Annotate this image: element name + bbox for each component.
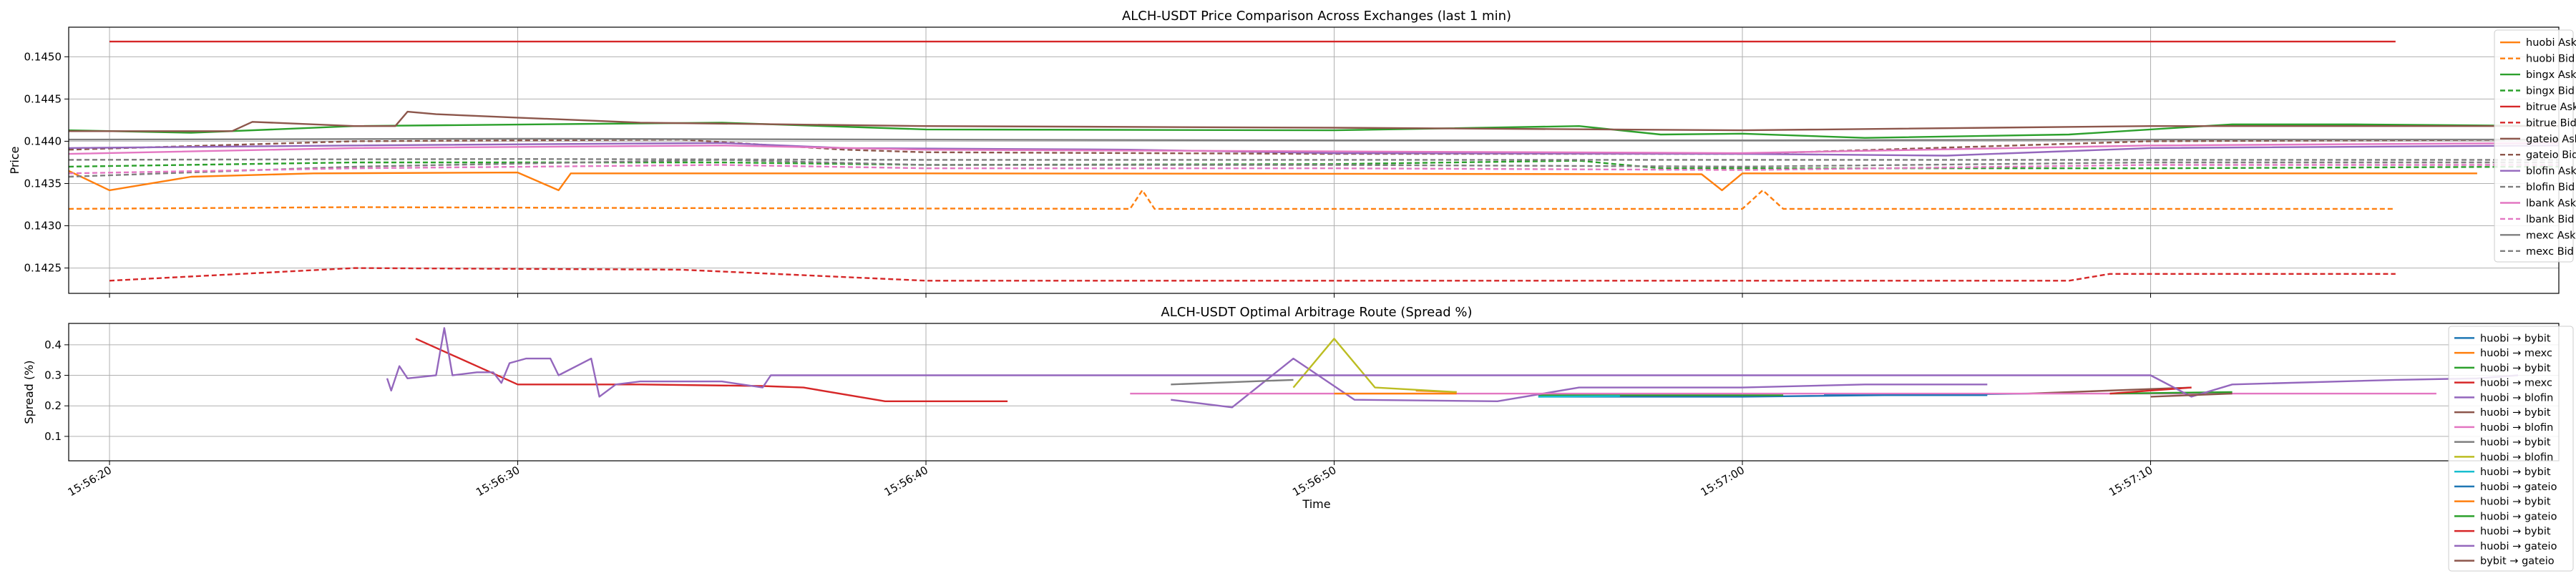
spread-series-line-7 <box>1171 379 1294 386</box>
spread-legend: huobi → bybit huobi → mexc huobi → bybit hu… <box>2448 326 2574 572</box>
spread-legend-label: huobi → gateio <box>2480 541 2557 552</box>
price-series-line-12 <box>68 137 2559 142</box>
spread-series-line-3 <box>415 338 1008 402</box>
spread-legend-label: huobi → blofin <box>2480 422 2553 434</box>
spread-series-line-12 <box>2109 391 2233 395</box>
price-legend-label: bitrue Bid <box>2526 117 2576 129</box>
spread-series-line-9 <box>1538 395 1620 398</box>
spread-series-line-13 <box>2109 386 2192 395</box>
spread-legend-label: huobi → mexc <box>2480 378 2552 389</box>
price-comparison-panel: ALCH-USDT Price Comparison Across Exchan… <box>8 9 2576 298</box>
price-series-line-6 <box>69 110 2559 132</box>
price-legend-label: bingx Ask <box>2526 69 2576 81</box>
spread-series-line-15 <box>2150 392 2233 398</box>
price-legend-label: lbank Ask <box>2526 198 2576 210</box>
price-legend-label: blofin Ask <box>2526 166 2576 177</box>
price-legend-label: gateio Ask <box>2526 134 2576 145</box>
spread-legend-label: huobi → blofin <box>2480 451 2553 463</box>
spread-legend-box <box>2448 326 2574 572</box>
price-legend-label: bingx Bid <box>2526 86 2575 97</box>
price-legend: huobi Ask huobi Bid bingx Ask bingx Bid bitr… <box>2494 29 2576 263</box>
price-series-line-11 <box>68 164 2559 175</box>
spread-y-axis-label: Spread (%) <box>22 360 36 424</box>
spread-chart-title: ALCH-USDT Optimal Arbitrage Route (Sprea… <box>1161 305 1472 320</box>
price-legend-label: bitrue Ask <box>2526 102 2576 113</box>
price-y-axis-label: Price <box>8 146 21 174</box>
price-legend-label: gateio Bid <box>2526 150 2576 161</box>
price-series-line-1 <box>68 189 2396 210</box>
price-legend-label: lbank Bid <box>2526 214 2575 225</box>
spread-legend-label: huobi → bybit <box>2480 497 2551 508</box>
spread-series-line-4 <box>1171 357 1988 409</box>
price-series-line-7 <box>68 138 2560 155</box>
price-series-line-9 <box>68 159 2559 178</box>
spread-legend-label: huobi → blofin <box>2480 392 2553 404</box>
price-legend-label: mexc Ask <box>2526 230 2576 241</box>
price-y-tick-label: 0.1440 <box>24 135 62 147</box>
price-legend-label: huobi Ask <box>2526 37 2576 49</box>
spread-legend-label: huobi → bybit <box>2480 526 2551 537</box>
spread-legend-label: huobi → mexc <box>2480 348 2552 359</box>
spread-y-tick-label: 0.4 <box>44 338 62 351</box>
price-series-line-5 <box>109 267 2396 282</box>
price-legend-label: huobi Bid <box>2526 54 2575 65</box>
spread-series-line-5 <box>2028 386 2192 395</box>
spread-y-tick-label: 0.1 <box>44 430 62 443</box>
spread-series-line-8 <box>1292 338 1457 394</box>
spread-legend-label: huobi → bybit <box>2480 407 2551 419</box>
spread-legend-label: huobi → gateio <box>2480 511 2557 522</box>
price-y-tick-label: 0.1430 <box>24 220 62 233</box>
spread-legend-label: huobi → bybit <box>2480 467 2551 478</box>
price-series-line-13 <box>68 157 2559 161</box>
spread-legend-label: huobi → gateio <box>2480 482 2557 493</box>
spread-y-tick-label: 0.2 <box>44 399 62 412</box>
spread-legend-label: huobi → bybit <box>2480 333 2551 344</box>
price-y-tick-label: 0.1425 <box>24 262 62 275</box>
price-legend-box <box>2494 29 2574 263</box>
price-y-tick-label: 0.1435 <box>24 177 62 190</box>
price-legend-label: blofin Bid <box>2526 182 2575 193</box>
price-chart-title: ALCH-USDT Price Comparison Across Exchan… <box>1122 9 1511 24</box>
price-series-line-10 <box>68 142 2560 155</box>
price-legend-label: mexc Bid <box>2526 246 2574 258</box>
spread-legend-label: bybit → gateio <box>2480 556 2555 567</box>
spread-legend-label: huobi → bybit <box>2480 363 2551 374</box>
spread-y-tick-label: 0.3 <box>44 369 62 382</box>
time-x-axis-label: Time <box>1302 497 1330 511</box>
spread-legend-label: huobi → bybit <box>2480 437 2551 449</box>
price-y-tick-label: 0.1445 <box>24 92 62 105</box>
spread-series-line-14 <box>386 327 2519 398</box>
price-y-tick-label: 0.1450 <box>24 50 62 63</box>
price-series-line-3 <box>68 160 2560 170</box>
price-series-line-0 <box>68 170 2477 192</box>
